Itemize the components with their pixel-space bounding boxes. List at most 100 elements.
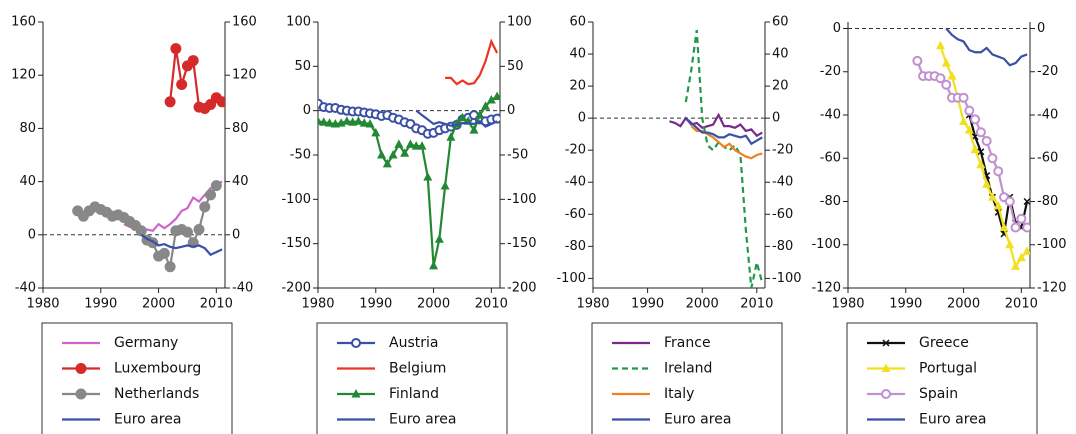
point	[388, 150, 398, 159]
y2-tick-label: -60	[772, 207, 793, 222]
point	[429, 260, 439, 270]
y-tick-label: -80	[565, 239, 586, 254]
legend-label: Luxembourg	[114, 361, 201, 377]
y2-tick-label: -150	[507, 236, 537, 251]
series-line	[685, 117, 763, 146]
legend-label: Euro area	[389, 412, 456, 428]
point	[371, 127, 381, 137]
point	[164, 96, 176, 108]
point	[976, 159, 986, 169]
y-tick-label: -40	[565, 175, 586, 190]
legend-marker	[881, 389, 891, 399]
plot	[669, 29, 764, 288]
point	[135, 225, 147, 237]
point	[181, 226, 193, 238]
point	[492, 113, 500, 124]
point	[342, 116, 352, 125]
point	[405, 139, 415, 148]
x-tick-label: 1980	[301, 297, 334, 312]
point	[958, 92, 969, 103]
y2-tick-label: 0	[772, 111, 780, 126]
y-tick-label: 60	[569, 15, 586, 30]
point	[434, 234, 444, 243]
y2-tick-label: 120	[232, 68, 257, 83]
y-tick-label: -60	[565, 207, 586, 222]
series-line	[945, 27, 1028, 67]
point	[486, 95, 496, 104]
point	[400, 148, 410, 157]
plot	[318, 38, 500, 270]
y-tick-label: 0	[578, 111, 586, 126]
x-tick-label: 1990	[359, 297, 392, 312]
point	[205, 189, 217, 201]
point	[982, 179, 992, 188]
point	[941, 79, 952, 90]
y-tick-label: -20	[565, 143, 586, 158]
y2-tick-label: 80	[232, 121, 249, 136]
point	[164, 261, 176, 273]
y-tick-label: -200	[281, 281, 311, 296]
point	[935, 73, 946, 84]
y-tick-label: -100	[811, 237, 841, 252]
point	[210, 180, 222, 192]
point	[359, 118, 369, 127]
point	[382, 158, 392, 168]
point	[187, 55, 199, 67]
point	[981, 135, 992, 146]
y-tick-label: -50	[290, 148, 311, 163]
point	[193, 223, 205, 235]
legend-marker	[351, 389, 361, 398]
legend-label: Finland	[389, 386, 439, 402]
point	[1022, 222, 1030, 233]
point	[319, 117, 329, 126]
point	[481, 101, 491, 110]
point	[440, 181, 450, 190]
y2-tick-label: -80	[1037, 194, 1058, 209]
y2-tick-label: 0	[1037, 21, 1045, 36]
x-tick-label: 1990	[84, 297, 117, 312]
y-tick-label: 0	[303, 103, 311, 118]
point	[170, 43, 182, 55]
legend-marker	[881, 363, 891, 372]
point	[1023, 197, 1030, 206]
y2-tick-label: 0	[232, 227, 240, 242]
y2-tick-label: -50	[507, 148, 528, 163]
legend-label: Greece	[919, 335, 969, 351]
point	[1005, 239, 1015, 249]
point	[216, 96, 225, 108]
point	[411, 141, 421, 150]
y-tick-label: -40	[820, 107, 841, 122]
point	[1016, 213, 1027, 224]
point	[353, 116, 363, 125]
point	[446, 132, 456, 141]
point	[457, 112, 467, 122]
point	[199, 201, 211, 213]
y-tick-label: 20	[569, 79, 586, 94]
y2-tick-label: -40	[772, 175, 793, 190]
point	[492, 91, 500, 100]
x-tick-label: 2000	[686, 297, 719, 312]
y2-tick-label: 40	[772, 47, 789, 62]
y2-tick-label: 60	[772, 15, 789, 30]
legend-label: Netherlands	[114, 386, 199, 402]
y2-tick-label: -40	[232, 281, 253, 296]
y-tick-label: 120	[11, 68, 36, 83]
point	[1022, 246, 1030, 255]
legend-box	[846, 322, 1038, 434]
point	[993, 166, 1004, 177]
point	[970, 144, 980, 154]
series-line	[445, 38, 499, 86]
legend-label: Euro area	[114, 412, 181, 428]
y2-tick-label: -20	[772, 143, 793, 158]
x-tick-label: 1980	[26, 297, 59, 312]
point	[158, 247, 170, 259]
y-tick-label: -150	[281, 236, 311, 251]
point	[365, 118, 375, 128]
point	[999, 222, 1009, 231]
point	[417, 141, 427, 150]
point	[1011, 261, 1021, 270]
legend-marker	[75, 388, 87, 400]
y2-tick-label: -20	[1037, 64, 1058, 79]
legend-marker	[351, 338, 361, 348]
